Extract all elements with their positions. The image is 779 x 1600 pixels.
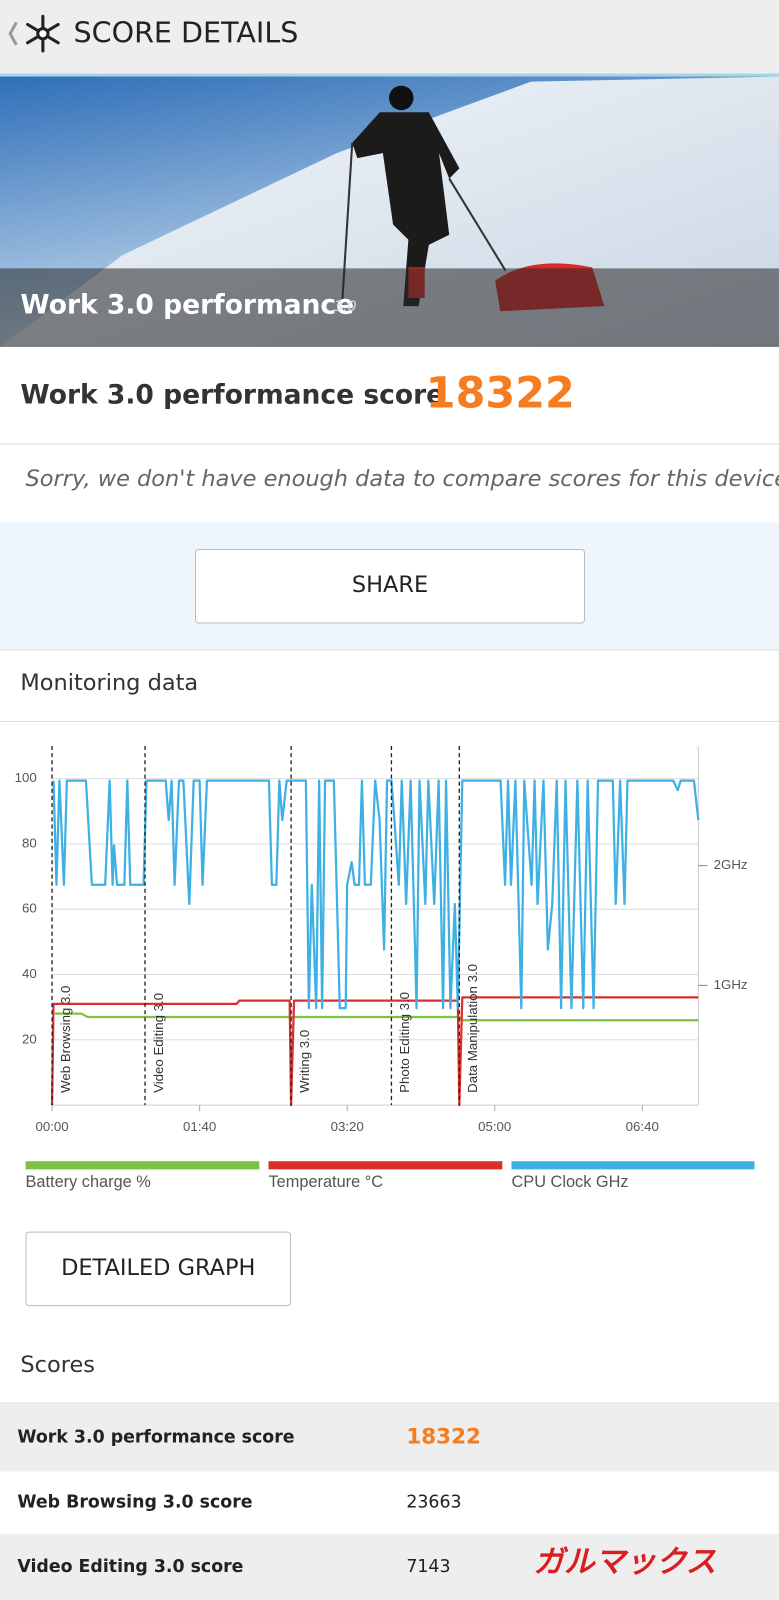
- section-label: Web Browsing 3.0: [58, 986, 73, 1093]
- legend-swatch: [511, 1161, 755, 1170]
- table-row: [0, 1533, 779, 1600]
- legend-label: Battery charge %: [26, 1173, 151, 1191]
- score-value: 18322: [426, 368, 575, 418]
- legend-swatch: [268, 1161, 503, 1170]
- monitoring-title: Monitoring data: [20, 670, 198, 696]
- detailed-graph-label[interactable]: DETAILED GRAPH: [61, 1255, 255, 1281]
- series-line: [50, 996, 699, 1107]
- note: Sorry, we don't have enough data to comp…: [26, 466, 779, 492]
- y-tick-label: 100: [15, 770, 37, 785]
- scores-title: Scores: [20, 1352, 95, 1378]
- y-tick-label: 80: [22, 835, 37, 850]
- table-row: [0, 1404, 779, 1472]
- row-value: 7143: [406, 1557, 450, 1577]
- table-row: [0, 1471, 779, 1534]
- section-label: Photo Editing 3.0: [397, 992, 412, 1093]
- x-tick-label: 00:00: [35, 1119, 68, 1134]
- row-label: Work 3.0 performance score: [17, 1428, 294, 1448]
- x-tick-label: 03:20: [331, 1119, 364, 1134]
- series-line: [52, 779, 700, 1010]
- share-button-label[interactable]: SHARE: [352, 572, 428, 598]
- legend-label: CPU Clock GHz: [512, 1173, 629, 1191]
- hero-caption-band: [0, 268, 779, 347]
- section-label: Video Editing 3.0: [151, 993, 166, 1093]
- header-divider: [0, 73, 779, 77]
- hero-version: 3.0: [334, 299, 357, 315]
- legend-label: Temperature °C: [269, 1173, 384, 1191]
- series-line: [55, 1012, 699, 1022]
- y-tick-label: 60: [22, 901, 37, 916]
- back-button[interactable]: [8, 21, 18, 46]
- row-value: 18322: [406, 1425, 481, 1450]
- y-tick-label: 20: [22, 1031, 37, 1046]
- share-button[interactable]: [195, 548, 586, 624]
- app-icon: [26, 14, 60, 53]
- monitoring-chart: 20 40 60 80 100 1GHz 2GHz 00:00 01:40 03:20 05:00 0…: [15, 745, 755, 1191]
- x-tick-label: 05:00: [478, 1119, 511, 1134]
- section-label: Data Manipulation 3.0: [465, 964, 480, 1093]
- legend-swatch: [25, 1161, 260, 1170]
- x-tick-label: 06:40: [626, 1119, 659, 1134]
- y2-tick-label: 2GHz: [714, 857, 748, 872]
- x-tick-label: 01:40: [183, 1119, 216, 1134]
- header-title: SCORE DETAILS: [74, 16, 299, 50]
- row-label: Video Editing 3.0 score: [17, 1557, 243, 1577]
- detailed-graph-button[interactable]: [25, 1231, 291, 1307]
- header-bar: [0, 0, 779, 74]
- watermark: ガルマックス: [533, 1545, 716, 1580]
- y2-tick-label: 1GHz: [714, 977, 748, 992]
- row-label: Web Browsing 3.0 score: [17, 1493, 252, 1513]
- section-label: Writing 3.0: [297, 1030, 312, 1093]
- score-label: Work 3.0 performance score: [20, 379, 444, 410]
- y-tick-label: 40: [22, 966, 37, 981]
- row-value: 23663: [406, 1493, 461, 1513]
- scores-table: Work 3.0 performance score 18322 Web Brows…: [0, 1404, 779, 1600]
- hero-title: Work 3.0 performance: [20, 290, 354, 321]
